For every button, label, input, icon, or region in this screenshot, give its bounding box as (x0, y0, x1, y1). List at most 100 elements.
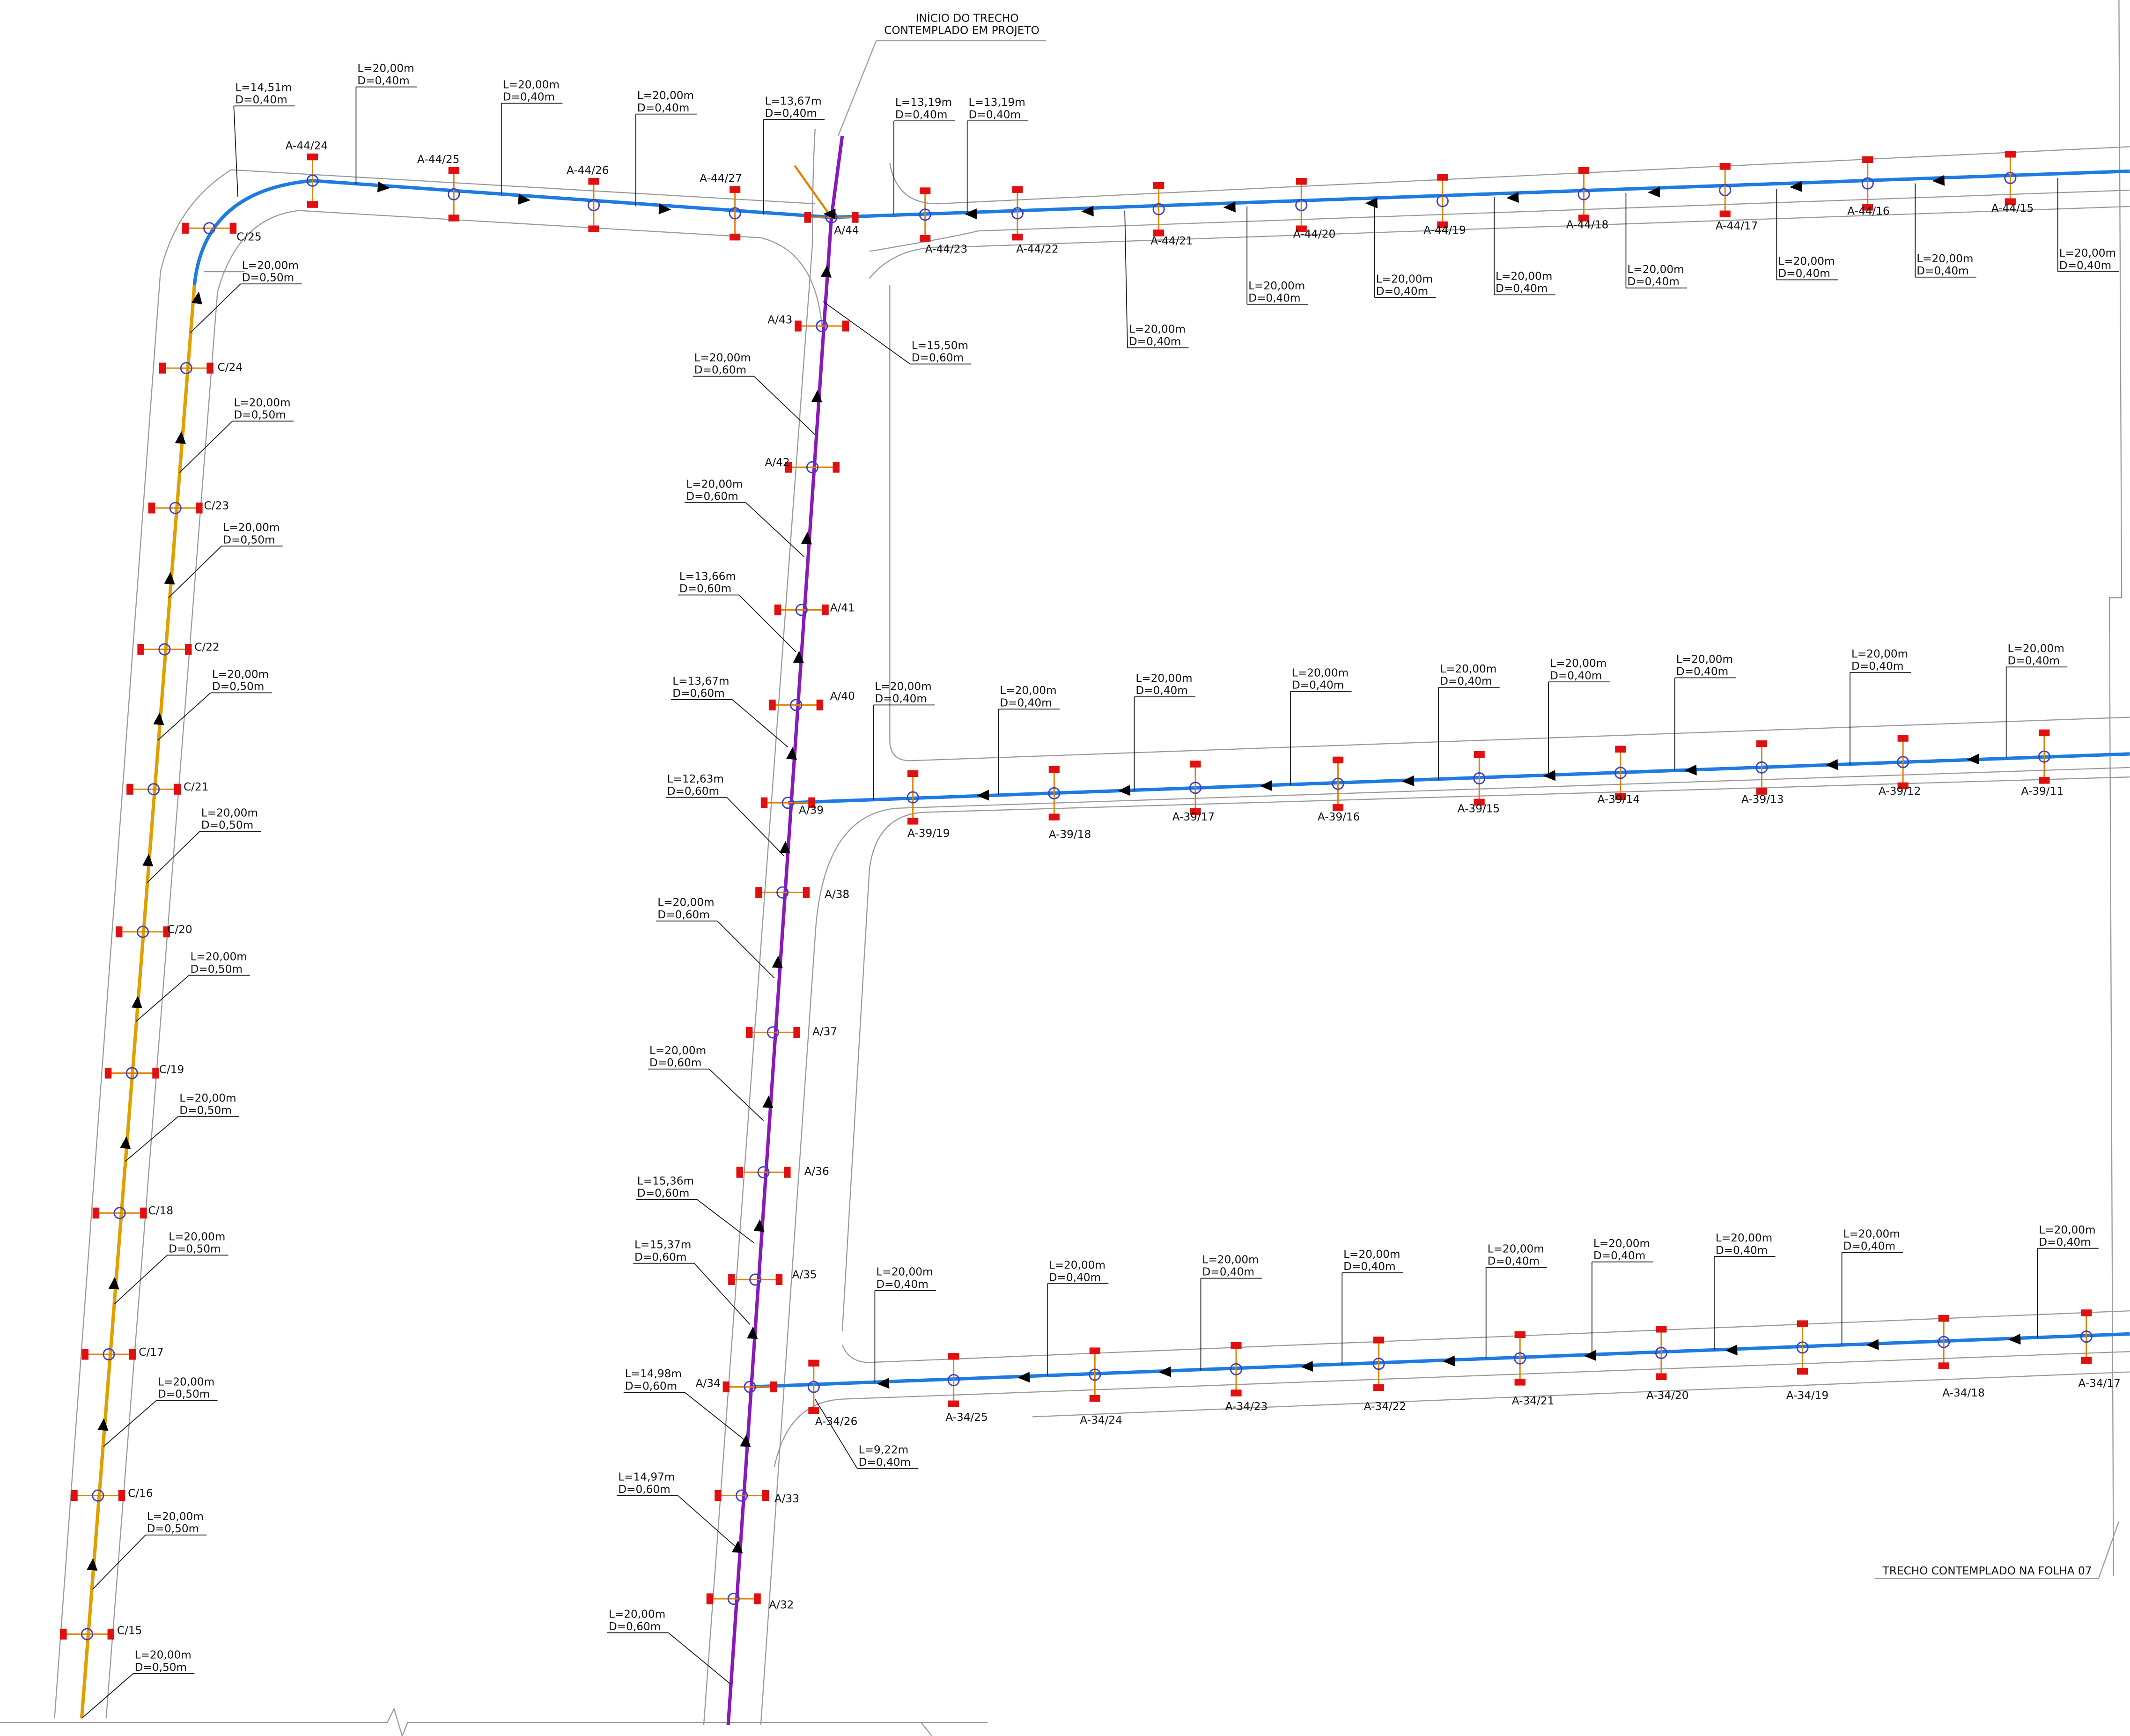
inlet (182, 222, 189, 234)
inlet (769, 699, 776, 711)
inlet (770, 1381, 777, 1393)
inlet (107, 1628, 115, 1640)
inlet (1756, 788, 1768, 795)
inlet (754, 1593, 761, 1604)
segment-diameter: D=0,40m (2059, 259, 2111, 272)
leader (693, 1263, 751, 1325)
manhole (807, 1381, 820, 1393)
segment-diameter: D=0,50m (147, 1522, 199, 1535)
inlet (804, 212, 811, 223)
road-edge (760, 767, 2130, 1725)
node-label: A-39/19 (907, 827, 950, 840)
leader (135, 975, 190, 1022)
manhole (306, 174, 319, 187)
inlet (808, 1407, 819, 1414)
inlet (118, 1490, 125, 1501)
segment-diameter: D=0,40m (1778, 267, 1830, 280)
node-label: A-44/21 (1150, 235, 1193, 247)
inlet (795, 320, 802, 332)
flow-arrow (164, 572, 175, 585)
segment-length: L=20,00m (1376, 273, 1433, 285)
manhole (919, 208, 931, 221)
inlet (1012, 186, 1023, 193)
inlet (206, 362, 214, 374)
node-label: C/18 (148, 1204, 174, 1217)
inlet (1373, 1384, 1385, 1391)
inlet (159, 362, 166, 374)
node-label: A/33 (774, 1492, 799, 1505)
inlet (1153, 182, 1164, 189)
segment-length: L=13,67m (765, 95, 821, 107)
inlet (1332, 804, 1344, 811)
inlet (1474, 751, 1485, 758)
flow-arrow (793, 650, 804, 664)
note: CONTEMPLADO EM PROJETO (884, 24, 1039, 37)
manhole (1295, 199, 1308, 212)
inlet (129, 1349, 136, 1360)
flow-arrow (823, 208, 836, 220)
inlet (755, 887, 762, 898)
inlet (137, 643, 144, 655)
segment-length: L=13,19m (969, 96, 1025, 109)
inlet (948, 1353, 959, 1360)
flow-arrow (87, 1558, 98, 1571)
flow-arrow (1647, 186, 1660, 198)
road-edge (0, 1707, 988, 1736)
node-label: C/25 (236, 230, 262, 243)
inlet (722, 1381, 730, 1393)
inlet (1862, 156, 1873, 163)
road-edge (869, 189, 2130, 252)
flow-arrow (1543, 770, 1556, 781)
manhole (1436, 195, 1449, 207)
segment-length: L=20,00m (1292, 667, 1349, 680)
manhole (180, 362, 192, 375)
node-label: A-44/17 (1716, 220, 1758, 232)
segment-diameter: D=0,40m (876, 1278, 929, 1291)
segment-length: L=20,00m (1440, 663, 1496, 675)
segment-length: L=20,00m (2039, 1224, 2095, 1236)
leader (815, 1399, 858, 1469)
leader (738, 594, 796, 652)
leader (168, 546, 222, 598)
segment-length: L=20,00m (147, 1510, 204, 1523)
segment-length: L=20,00m (657, 896, 714, 909)
segment-diameter: D=0,40m (1292, 679, 1344, 692)
manhole (1048, 787, 1061, 800)
road-edge (841, 776, 2130, 1331)
node-label: C/15 (117, 1624, 142, 1637)
manhole (92, 1489, 104, 1502)
inlet (2005, 198, 2016, 205)
segment-length: L=20,00m (1676, 653, 1733, 666)
flow-arrow (131, 996, 143, 1009)
inlet (60, 1628, 67, 1640)
segment-diameter: D=0,50m (234, 408, 286, 421)
leader (732, 699, 789, 748)
flow-arrow (377, 181, 390, 192)
inlet (1578, 167, 1590, 174)
segment-diameter: D=0,60m (625, 1380, 678, 1392)
segment-length: L=20,00m (201, 806, 258, 819)
inlet (2005, 150, 2016, 158)
segment-diameter: D=0,60m (912, 352, 964, 364)
segment-length: L=15,36m (637, 1175, 694, 1187)
segment-diameter: D=0,50m (179, 1104, 231, 1117)
node-label: A-39/18 (1049, 828, 1091, 841)
manhole (1614, 767, 1627, 779)
inlet (1719, 163, 1731, 170)
inlet (163, 926, 170, 938)
segment-length: L=20,00m (1851, 648, 1908, 660)
flow-arrow (731, 1540, 743, 1553)
inlet (1332, 756, 1344, 764)
segment-length: L=20,00m (2059, 247, 2116, 259)
manhole (169, 502, 182, 514)
segment-diameter: D=0,60m (694, 364, 747, 377)
inlet (1437, 174, 1448, 181)
segment-diameter: D=0,40m (1843, 1240, 1896, 1253)
inlet (1797, 1367, 1808, 1375)
manhole (776, 886, 789, 899)
segment-diameter: D=0,40m (357, 74, 410, 87)
inlet (71, 1490, 78, 1501)
leader (92, 1535, 146, 1590)
